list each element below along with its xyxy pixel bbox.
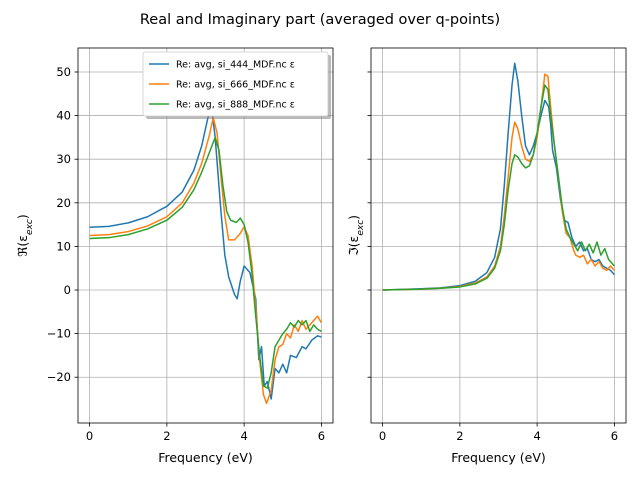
y-tick-label: 30 — [56, 152, 71, 166]
x-tick-label: 6 — [318, 429, 325, 443]
x-tick-label: 4 — [533, 429, 540, 443]
y-tick-label: −10 — [47, 327, 71, 341]
legend-label-1: Re: avg, si_444_MDF.nc ε — [176, 60, 295, 71]
y-axis-label: ℜ(εexc) — [15, 214, 35, 257]
x-tick-label: 0 — [379, 429, 386, 443]
y-tick-label: 40 — [56, 109, 71, 123]
x-axis-label: Frequency (eV) — [158, 450, 253, 465]
series-line-3 — [89, 136, 322, 389]
x-tick-label: 2 — [163, 429, 170, 443]
x-tick-label: 4 — [240, 429, 247, 443]
legend-label-3: Re: avg, si_888_MDF.nc ε — [176, 100, 295, 111]
figure-title: Real and Imaginary part (averaged over q… — [140, 12, 500, 28]
series-line-1 — [89, 103, 322, 400]
y-tick-label: 10 — [56, 239, 71, 253]
y-axis-label: ℑ(εexc) — [346, 215, 366, 256]
legend-label-2: Re: avg, si_666_MDF.nc ε — [176, 80, 295, 91]
series-line-1 — [382, 62, 615, 291]
y-tick-label: 20 — [56, 196, 71, 210]
series-line-2 — [382, 73, 615, 291]
y-tick-label: 0 — [64, 283, 71, 297]
right-panel-imaginary-part: 0 2 4 6 Frequency (eV) ℑ(εexc) — [346, 47, 627, 465]
x-tick-label: 2 — [456, 429, 463, 443]
x-axis-label: Frequency (eV) — [451, 450, 546, 465]
x-tick-label: 0 — [86, 429, 93, 443]
left-panel-real-part: 0 2 4 6 −20 −10 0 10 20 30 40 50 Frequency (eV) ℜ(εex… — [15, 47, 334, 465]
axes-frame — [370, 47, 627, 424]
x-tick-label: 6 — [611, 429, 618, 443]
y-tick-label: 50 — [56, 65, 71, 79]
legend-box — [142, 51, 329, 117]
series-line-3 — [382, 84, 615, 291]
axes-frame — [77, 47, 334, 424]
y-tick-label: −20 — [47, 370, 71, 384]
